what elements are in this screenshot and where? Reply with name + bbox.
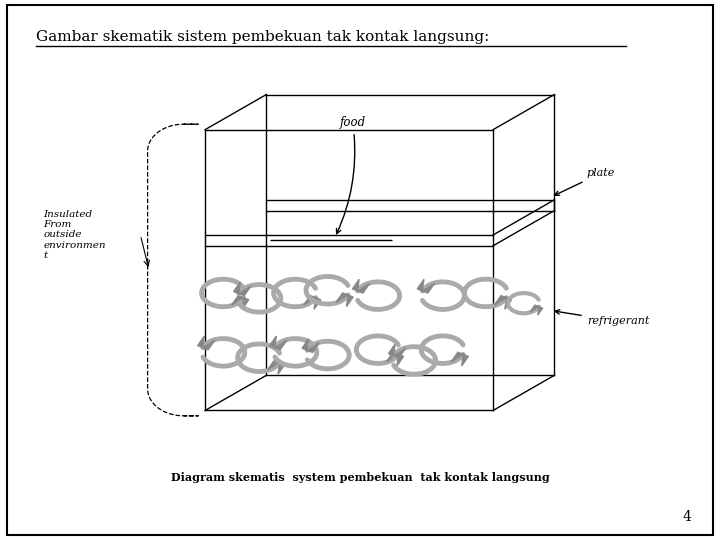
- FancyArrow shape: [270, 336, 287, 350]
- Text: Insulated
From
outside
environmen
t: Insulated From outside environmen t: [43, 210, 106, 260]
- FancyArrow shape: [418, 279, 434, 293]
- FancyArrow shape: [495, 295, 511, 309]
- Text: plate: plate: [554, 168, 615, 195]
- FancyArrow shape: [336, 293, 353, 307]
- FancyArrow shape: [530, 305, 543, 315]
- Text: food: food: [336, 116, 366, 234]
- FancyArrow shape: [304, 295, 320, 309]
- FancyArrow shape: [353, 279, 369, 293]
- FancyArrow shape: [451, 352, 468, 366]
- FancyArrow shape: [389, 344, 405, 358]
- FancyArrow shape: [268, 360, 284, 374]
- Text: Gambar skematik sistem pembekuan tak kontak langsung:: Gambar skematik sistem pembekuan tak kon…: [36, 30, 490, 44]
- FancyArrow shape: [302, 339, 319, 353]
- FancyArrow shape: [234, 282, 251, 296]
- FancyArrow shape: [232, 295, 248, 309]
- FancyArrow shape: [387, 352, 403, 366]
- Text: 4: 4: [683, 510, 691, 524]
- Text: refrigerant: refrigerant: [555, 310, 649, 326]
- Text: Diagram skematis  system pembekuan  tak kontak langsung: Diagram skematis system pembekuan tak ko…: [171, 472, 549, 483]
- FancyArrow shape: [198, 336, 215, 350]
